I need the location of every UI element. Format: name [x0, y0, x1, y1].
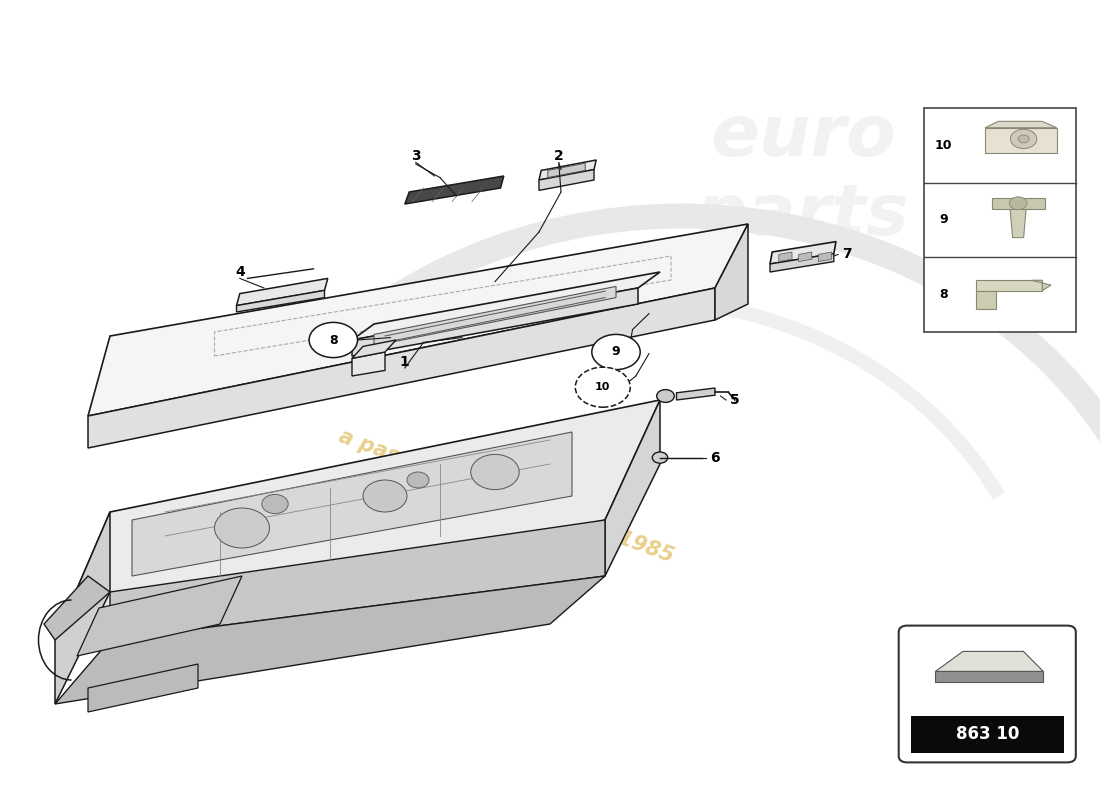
Text: 9: 9 — [612, 346, 620, 358]
Polygon shape — [779, 252, 792, 262]
Text: 1: 1 — [400, 354, 409, 369]
Polygon shape — [55, 576, 605, 704]
Text: 2: 2 — [554, 149, 563, 163]
Polygon shape — [88, 288, 715, 448]
Polygon shape — [986, 122, 1057, 128]
Text: 9: 9 — [939, 214, 948, 226]
Polygon shape — [352, 352, 385, 376]
Polygon shape — [986, 128, 1057, 154]
Polygon shape — [77, 576, 242, 656]
Text: 8: 8 — [939, 288, 948, 301]
Text: 863 10: 863 10 — [956, 725, 1019, 743]
Polygon shape — [539, 170, 594, 190]
Polygon shape — [374, 286, 616, 346]
Polygon shape — [676, 388, 715, 400]
Text: 6: 6 — [711, 450, 719, 465]
Text: euro
parts: euro parts — [696, 102, 910, 250]
Polygon shape — [55, 400, 660, 640]
Circle shape — [1011, 130, 1037, 149]
Circle shape — [214, 508, 270, 548]
Polygon shape — [977, 290, 997, 309]
Polygon shape — [88, 664, 198, 712]
Polygon shape — [605, 400, 660, 576]
Circle shape — [407, 472, 429, 488]
Polygon shape — [405, 176, 504, 204]
Text: 7: 7 — [843, 247, 851, 262]
Polygon shape — [1010, 200, 1027, 238]
Text: 5: 5 — [730, 393, 739, 407]
Text: 10: 10 — [595, 382, 610, 392]
Polygon shape — [352, 288, 638, 356]
Polygon shape — [992, 198, 1045, 209]
Polygon shape — [539, 160, 596, 180]
Polygon shape — [818, 252, 832, 262]
Polygon shape — [352, 340, 396, 358]
Polygon shape — [110, 520, 605, 640]
Circle shape — [1019, 135, 1030, 143]
Bar — [911, 715, 1064, 753]
Polygon shape — [715, 224, 748, 320]
Circle shape — [309, 322, 358, 358]
Text: a passion for parts since 1985: a passion for parts since 1985 — [336, 426, 676, 566]
Circle shape — [262, 494, 288, 514]
Polygon shape — [236, 290, 324, 312]
Polygon shape — [352, 272, 660, 340]
Polygon shape — [935, 651, 1043, 671]
Circle shape — [1010, 197, 1027, 210]
FancyBboxPatch shape — [899, 626, 1076, 762]
Polygon shape — [88, 224, 748, 416]
Text: 8: 8 — [329, 334, 338, 346]
Circle shape — [652, 452, 668, 463]
Polygon shape — [132, 432, 572, 576]
Polygon shape — [44, 576, 110, 640]
Circle shape — [657, 390, 674, 402]
Text: 10: 10 — [935, 139, 953, 152]
Polygon shape — [977, 280, 1043, 290]
Circle shape — [592, 334, 640, 370]
Polygon shape — [924, 108, 1076, 332]
Polygon shape — [1032, 280, 1052, 290]
Polygon shape — [935, 671, 1043, 682]
Text: 3: 3 — [411, 149, 420, 163]
Circle shape — [471, 454, 519, 490]
Polygon shape — [548, 163, 585, 178]
Polygon shape — [55, 512, 110, 704]
Polygon shape — [770, 254, 834, 272]
Polygon shape — [799, 252, 812, 262]
Polygon shape — [770, 242, 836, 264]
Text: 4: 4 — [235, 265, 244, 279]
Circle shape — [363, 480, 407, 512]
Circle shape — [575, 367, 630, 407]
Polygon shape — [236, 278, 328, 306]
